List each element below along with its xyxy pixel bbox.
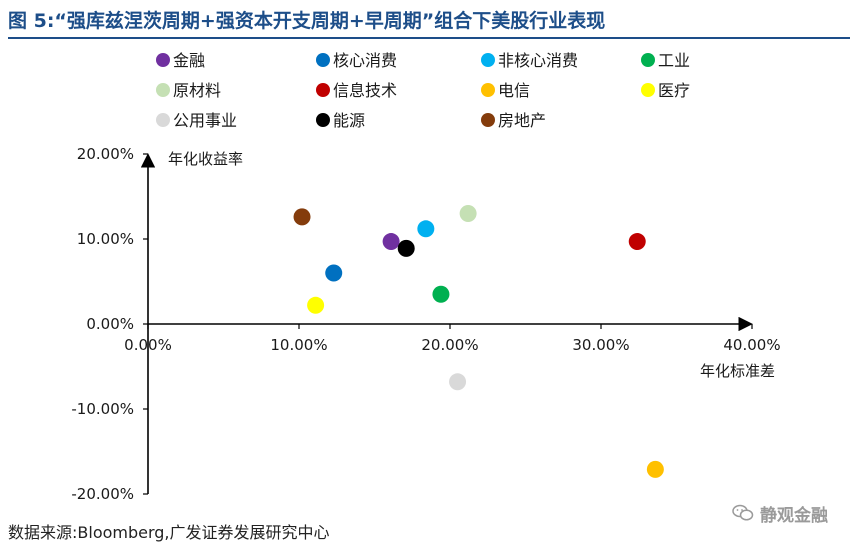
legend-label: 工业 (658, 51, 690, 70)
y-axis-title: 年化收益率 (168, 150, 243, 168)
legend-label: 医疗 (658, 81, 690, 100)
source-note: 数据来源:Bloomberg,广发证券发展研究中心 (8, 523, 330, 542)
data-point (449, 373, 467, 391)
data-point (459, 205, 477, 222)
legend-marker (641, 83, 655, 97)
y-tick-label: -20.00% (71, 485, 134, 503)
legend-marker (316, 113, 330, 127)
data-point (382, 233, 400, 251)
x-tick-label: 10.00% (270, 336, 327, 354)
data-point (325, 264, 343, 282)
legend-marker (481, 113, 495, 127)
legend-label: 原材料 (173, 81, 221, 100)
legend-label: 核心消费 (333, 51, 397, 70)
data-point (417, 220, 435, 238)
watermark: 静观金融 (732, 498, 828, 528)
legend-marker (316, 53, 330, 67)
watermark-text: 静观金融 (760, 505, 828, 526)
legend-label: 电信 (498, 81, 530, 100)
legend-marker (481, 53, 495, 67)
chart-axes (140, 153, 753, 494)
data-point (293, 208, 311, 226)
x-tick-label: 40.00% (723, 336, 780, 354)
legend-marker (316, 83, 330, 97)
y-tick-label: -10.00% (71, 400, 134, 418)
legend-marker (481, 83, 495, 97)
legend-label: 能源 (333, 111, 365, 130)
y-tick-label: 10.00% (77, 230, 134, 248)
legend-marker (156, 113, 170, 127)
x-axis-title: 年化标准差 (700, 362, 775, 380)
data-points (293, 205, 664, 478)
legend-label: 公用事业 (173, 111, 237, 130)
data-point (432, 285, 450, 303)
data-point (628, 233, 646, 251)
wechat-icon (732, 504, 754, 522)
y-tick-label: 20.00% (77, 145, 134, 163)
y-tick-label: 0.00% (86, 315, 134, 333)
legend-label: 信息技术 (333, 81, 397, 100)
axis-ticks: 20.00% 10.00% 0.00% -10.00% -20.00% 0.00% 10.0… (71, 145, 780, 503)
legend-label: 金融 (173, 51, 205, 70)
legend-label: 非核心消费 (498, 51, 578, 70)
x-tick-label: 0.00% (124, 336, 172, 354)
legend-marker (156, 53, 170, 67)
page-title: 图 5:“强库兹涅茨周期+强资本开支周期+早周期”组合下美股行业表现 (8, 10, 606, 32)
data-point (397, 239, 415, 257)
x-tick-label: 20.00% (421, 336, 478, 354)
legend-marker (641, 53, 655, 67)
data-point (307, 296, 325, 314)
legend-marker (156, 83, 170, 97)
title-rule (8, 37, 850, 39)
data-point (646, 460, 664, 478)
legend-label: 房地产 (498, 111, 546, 130)
x-tick-label: 30.00% (572, 336, 629, 354)
